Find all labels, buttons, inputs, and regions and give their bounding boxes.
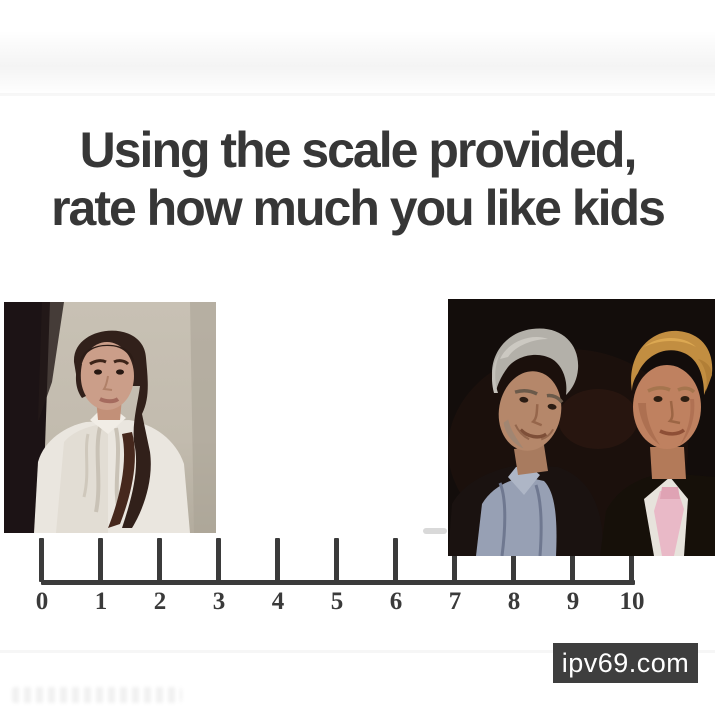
scale-tick bbox=[452, 538, 457, 582]
scale-tick-label: 6 bbox=[389, 588, 403, 615]
scale-tick-label: 8 bbox=[507, 588, 521, 615]
scale-tick bbox=[334, 538, 339, 582]
scale-tick-label: 5 bbox=[330, 588, 344, 615]
meme-title-line1: Using the scale provided, bbox=[79, 122, 638, 178]
scale-tick bbox=[157, 538, 162, 582]
scale-tick-label: 0 bbox=[35, 588, 49, 615]
scale-tick-label: 4 bbox=[271, 588, 285, 615]
scale-tick bbox=[216, 538, 221, 582]
left-photo bbox=[4, 302, 216, 533]
scale-tick bbox=[275, 538, 280, 582]
scale-tick-label: 9 bbox=[566, 588, 580, 615]
photo-edge-smudge bbox=[423, 528, 447, 534]
scale-tick bbox=[98, 538, 103, 582]
scale-tick bbox=[39, 538, 44, 582]
scale-tick-label: 10 bbox=[619, 588, 645, 615]
watermark-text: ipv69.com bbox=[561, 647, 690, 678]
scale-tick bbox=[511, 538, 516, 582]
meme-title: Using the scale provided, rate how much … bbox=[0, 121, 715, 237]
scale-tick-label: 2 bbox=[153, 588, 167, 615]
watermark-badge: ipv69.com bbox=[553, 643, 698, 683]
scale-tick bbox=[629, 538, 634, 582]
faint-watermark-remnant bbox=[12, 687, 182, 703]
scale-tick-label: 3 bbox=[212, 588, 226, 615]
scale-tick bbox=[393, 538, 398, 582]
left-photo-art bbox=[4, 302, 216, 533]
right-photo-art bbox=[448, 299, 715, 556]
scale-tick bbox=[570, 538, 575, 582]
scale-tick-label: 1 bbox=[94, 588, 108, 615]
meme-title-line2: rate how much you like kids bbox=[51, 180, 666, 236]
scale-baseline bbox=[41, 580, 635, 585]
scale-tick-label: 7 bbox=[448, 588, 462, 615]
paper-seam-top bbox=[0, 30, 715, 96]
right-photo bbox=[448, 299, 715, 556]
